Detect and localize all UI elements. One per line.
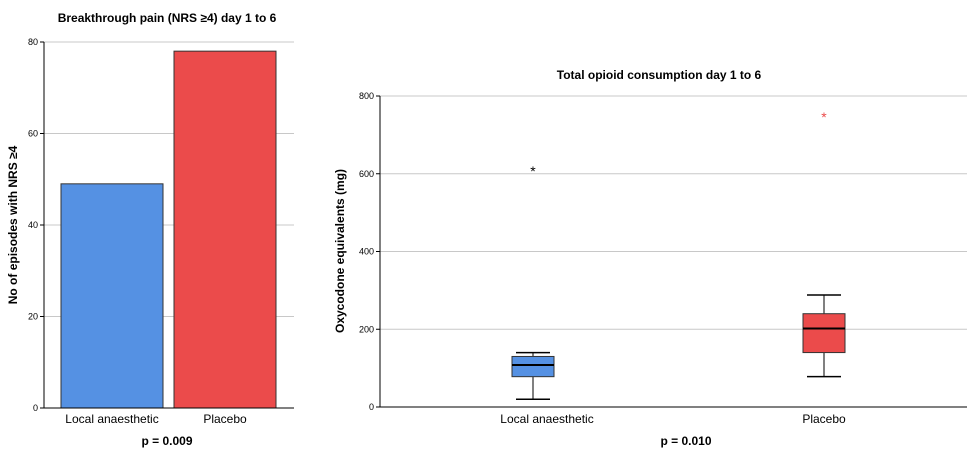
bar-chart-y-tick-label: 60	[28, 129, 38, 139]
box-chart-y-tick-label: 600	[359, 169, 374, 179]
box-outlier-placebo: *	[821, 109, 827, 125]
box-chart: Total opioid consumption day 1 to 6 Oxyc…	[333, 68, 967, 448]
box-chart-x-tick-label: Placebo	[802, 412, 846, 426]
bar-chart-y-tick-label: 80	[28, 37, 38, 47]
box-chart-y-tick-label: 0	[369, 402, 374, 412]
bar-chart-y-tick-label: 40	[28, 220, 38, 230]
bar-chart-y-ticks: 0 20 40 60 80	[28, 37, 44, 413]
bar-chart: Breakthrough pain (NRS ≥4) day 1 to 6 No…	[6, 11, 294, 448]
box-chart-boxes: **	[511, 109, 846, 400]
box-local-anaesthetic	[511, 355, 555, 378]
box-chart-y-ticks: 0 200 400 600 800	[359, 91, 380, 412]
bar-chart-bars	[60, 50, 277, 409]
box-outlier-local-anaesthetic: *	[530, 163, 536, 179]
bar-local-anaesthetic	[60, 183, 164, 409]
box-chart-y-tick-label: 200	[359, 324, 374, 334]
box-placebo	[802, 313, 846, 354]
box-chart-y-tick-label: 400	[359, 247, 374, 257]
box-chart-x-tick-label: Local anaesthetic	[500, 412, 593, 426]
bar-chart-p-value: p = 0.009	[141, 434, 192, 448]
box-chart-y-tick-label: 800	[359, 91, 374, 101]
box-chart-gridlines	[380, 95, 967, 330]
box-chart-y-axis-label: Oxycodone equivalents (mg)	[333, 169, 347, 333]
box-chart-p-value: p = 0.010	[660, 434, 711, 448]
bar-chart-x-ticks: Local anaesthetic Placebo	[65, 412, 247, 426]
box-chart-title: Total opioid consumption day 1 to 6	[557, 68, 762, 82]
bar-chart-y-tick-label: 0	[33, 403, 38, 413]
bar-placebo	[173, 50, 277, 409]
bar-chart-x-tick-label: Local anaesthetic	[65, 412, 158, 426]
box-chart-x-ticks: Local anaesthetic Placebo	[500, 412, 846, 426]
bar-chart-y-tick-label: 20	[28, 312, 38, 322]
bar-chart-x-tick-label: Placebo	[203, 412, 247, 426]
bar-chart-y-axis-label: No of episodes with NRS ≥4	[6, 145, 20, 304]
bar-chart-title: Breakthrough pain (NRS ≥4) day 1 to 6	[58, 11, 277, 25]
